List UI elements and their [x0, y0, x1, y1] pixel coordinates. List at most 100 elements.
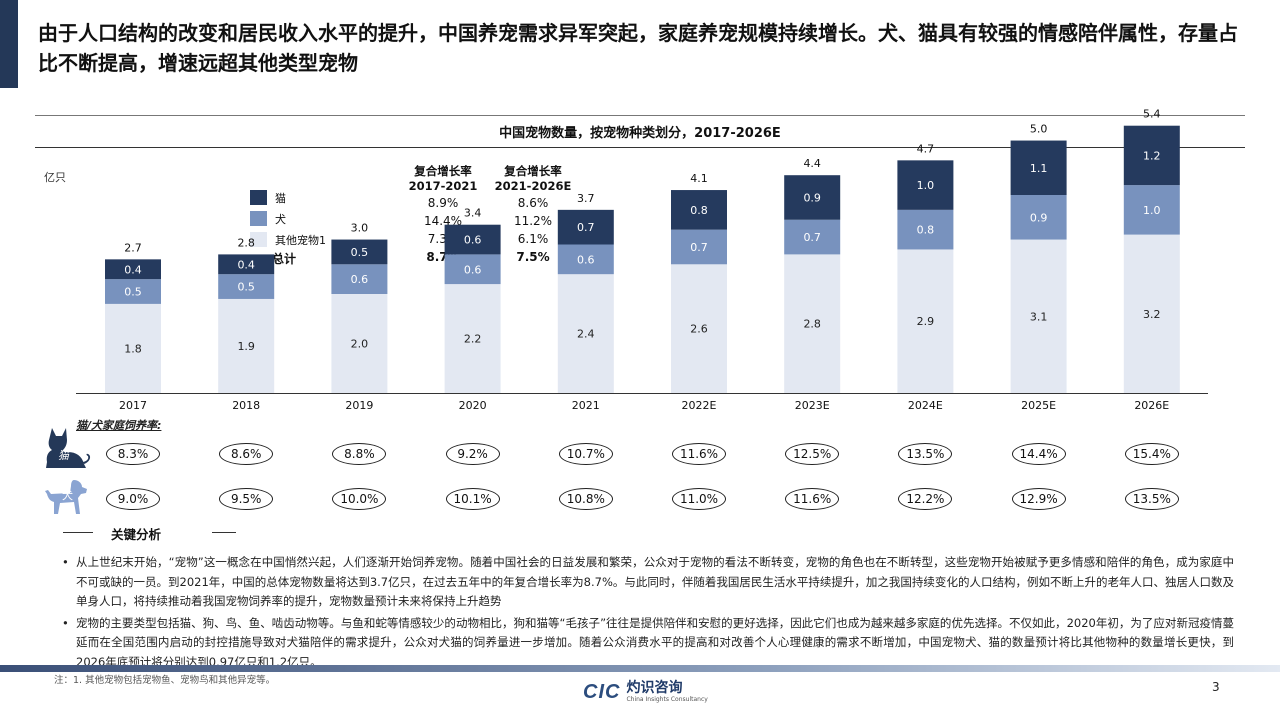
x-tick-label: 2026E — [1134, 399, 1169, 412]
total-label: 2.8 — [237, 236, 255, 249]
dog-rate-pill: 10.1% — [445, 488, 500, 510]
chart-legend: 猫 犬 其他宠物1 — [250, 187, 326, 250]
bar-segment-cat — [897, 160, 954, 210]
data-label-cat: 0.5 — [351, 246, 369, 259]
data-label-other: 1.8 — [124, 342, 142, 355]
cat-icon — [46, 428, 91, 468]
data-label-other: 2.0 — [351, 338, 369, 351]
cat-rate-pill: 8.8% — [332, 443, 387, 465]
analysis-divider-left — [63, 532, 93, 533]
data-label-cat: 0.4 — [237, 258, 255, 271]
data-label-dog: 0.6 — [464, 263, 482, 276]
bar-segment-other — [671, 264, 727, 393]
footer-band — [0, 665, 1280, 672]
legend-label-dog: 犬 — [275, 212, 286, 226]
data-label-cat: 0.9 — [803, 191, 821, 204]
bar-segment-other — [784, 254, 841, 393]
data-label-other: 2.8 — [803, 318, 821, 331]
data-label-cat: 0.4 — [124, 263, 142, 276]
cat-rate-pill: 9.2% — [445, 443, 500, 465]
cagr-header-col2-line1: 复合增长率 — [504, 164, 562, 178]
bar-segment-dog — [1123, 185, 1180, 235]
bar-segment-cat — [218, 254, 275, 275]
data-label-dog: 0.8 — [917, 224, 935, 237]
logo-mark: CIC — [583, 680, 621, 703]
legend-swatch-dog — [250, 211, 267, 226]
logo-name-cn: 灼识咨询 — [626, 680, 683, 696]
bar-segment-other — [105, 303, 161, 393]
bar-segment-dog — [331, 264, 388, 294]
bar-segment-dog — [105, 279, 161, 304]
cagr-header-col1-line2: 2017-2021 — [408, 179, 478, 193]
data-label-dog: 0.6 — [577, 253, 595, 266]
dog-icon-label: 犬 — [62, 489, 73, 502]
cagr-row-dog: 14.4% 11.2% — [398, 212, 578, 230]
company-logo: CIC 灼识咨询 China Insights Consultancy — [583, 680, 708, 704]
bar-segment-cat — [784, 175, 841, 220]
dog-rate-pill: 11.0% — [672, 488, 726, 510]
legend-label-other: 其他宠物1 — [275, 233, 326, 247]
x-tick-label: 2017 — [119, 399, 147, 412]
dog-rate-pill: 9.0% — [106, 488, 160, 510]
cagr-cell: 7.5% — [516, 250, 550, 264]
dog-rate-pill: 12.2% — [898, 488, 953, 510]
bar-segment-dog — [218, 274, 275, 299]
cat-rate-pill: 15.4% — [1124, 443, 1179, 465]
data-label-cat: 0.6 — [464, 234, 482, 247]
x-tick-label: 2018 — [232, 399, 260, 412]
cagr-header-col1-line1: 复合增长率 — [414, 164, 472, 178]
divider-chart-title — [35, 147, 1245, 148]
data-label-cat: 1.0 — [917, 179, 935, 192]
legend-item-cat: 猫 — [250, 187, 326, 208]
dog-rate-pill: 10.0% — [332, 488, 387, 510]
analysis-bullet: 从上世纪末开始，“宠物”这一概念在中国悄然兴起，人们逐渐开始饲养宠物。随着中国社… — [62, 553, 1234, 612]
legend-swatch-cat — [250, 190, 267, 205]
stacked-bar-chart: 1.8 0.5 0.4 2.7 2017 1.9 0.5 0.4 2.8 2018 2.0 0.6 0.… — [76, 108, 1208, 412]
x-tick-label: 2024E — [908, 399, 943, 412]
cat-rate-pill: 11.6% — [672, 443, 726, 465]
bar-segment-other — [557, 274, 614, 393]
total-label: 2.7 — [124, 241, 142, 254]
analysis-bullet: 宠物的主要类型包括猫、狗、鸟、鱼、啮齿动物等。与鱼和蛇等情感较少的动物相比，狗和… — [62, 614, 1234, 673]
data-label-cat: 0.8 — [690, 204, 708, 217]
dog-rate-pill: 12.9% — [1011, 488, 1066, 510]
dog-icon — [45, 480, 87, 514]
total-label: 4.1 — [690, 172, 708, 185]
divider-top — [35, 115, 1245, 116]
bar-segment-cat — [557, 209, 614, 245]
cat-rate-pill: 8.3% — [106, 443, 160, 465]
bar-segment-other — [218, 298, 275, 393]
accent-bar — [0, 0, 18, 88]
data-label-dog: 0.5 — [237, 281, 255, 294]
data-label-dog: 0.6 — [351, 273, 369, 286]
cagr-cell: 6.1% — [517, 232, 549, 246]
bar-segment-dog — [784, 219, 841, 255]
bar-segment-dog — [671, 229, 727, 265]
data-label-other: 2.9 — [917, 315, 935, 328]
cagr-row-cat: 8.9% 8.6% — [398, 194, 578, 212]
cat-icon-label: 猫 — [58, 449, 69, 462]
data-label-cat: 1.2 — [1143, 149, 1161, 162]
x-tick-label: 2020 — [459, 399, 487, 412]
x-tick-label: 2025E — [1021, 399, 1056, 412]
page-headline: 由于人口结构的改变和居民收入水平的提升，中国养宠需求异军突起，家庭养宠规模持续增… — [38, 21, 1238, 75]
dog-rate-pill: 13.5% — [1124, 488, 1179, 510]
dog-rate-pill: 11.6% — [785, 488, 840, 510]
cagr-cell: 14.4% — [423, 214, 463, 228]
cagr-header-col2: 复合增长率 2021-2026E — [488, 164, 578, 194]
data-label-cat: 1.1 — [1030, 162, 1048, 175]
analysis-bullets: 从上世纪末开始，“宠物”这一概念在中国悄然兴起，人们逐渐开始饲养宠物。随着中国社… — [62, 553, 1234, 674]
data-label-dog: 0.7 — [803, 231, 821, 244]
dog-rate-pill: 9.5% — [219, 488, 274, 510]
total-label: 3.7 — [577, 192, 595, 205]
y-unit-label: 亿只 — [44, 171, 66, 184]
bar-segment-cat — [105, 259, 161, 280]
data-label-cat: 0.7 — [577, 221, 595, 234]
analysis-title: 关键分析 — [111, 527, 162, 542]
cat-rate-pill: 14.4% — [1011, 443, 1066, 465]
cagr-total-label: 总计 — [272, 252, 297, 266]
bar-segment-other — [331, 294, 388, 393]
cagr-header-col1: 复合增长率 2017-2021 — [398, 164, 488, 194]
legend-item-other: 其他宠物1 — [250, 229, 326, 250]
bar-segment-other — [1010, 239, 1067, 393]
